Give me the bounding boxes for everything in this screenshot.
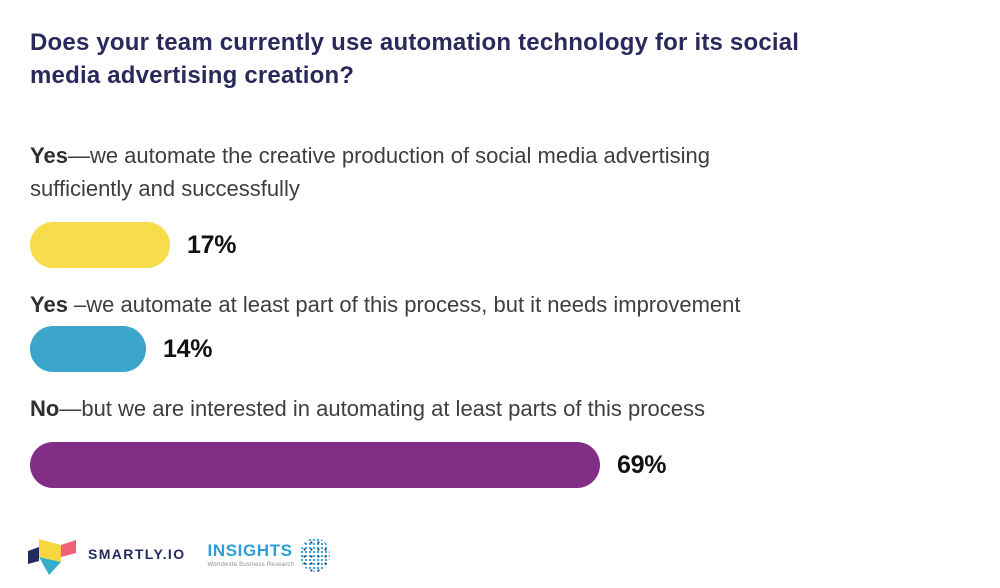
- page-title-line1: Does your team currently use automation …: [30, 29, 800, 56]
- footer: SMARTLY.IO INSIGHTS Worldwide Business R…: [28, 533, 331, 575]
- smartly-logo-icon: [28, 539, 76, 575]
- option-text: —but we are interested in automating at …: [59, 396, 705, 421]
- option-lead: No: [30, 396, 60, 421]
- bar-row-yes-partial: 14%: [30, 326, 212, 372]
- insights-logo-text: INSIGHTS: [207, 541, 293, 560]
- option-lead: Yes: [30, 292, 68, 317]
- option-label-yes-partial: Yes –we automate at least part of this p…: [30, 288, 741, 321]
- bar-yes-sufficient: [30, 222, 170, 268]
- value-label-yes-partial: 14%: [163, 334, 213, 363]
- option-text: –we automate at least part of this proce…: [67, 292, 741, 317]
- insights-logo-textblock: INSIGHTS Worldwide Business Research: [208, 542, 295, 568]
- page-title: Does your team currently use automation …: [30, 26, 799, 92]
- bar-row-yes-sufficient: 17%: [30, 222, 236, 268]
- bar-yes-partial: [30, 326, 146, 372]
- value-label-no-interested: 69%: [617, 450, 667, 479]
- value-label-yes-sufficient: 17%: [187, 230, 237, 259]
- bar-no-interested: [30, 442, 600, 488]
- insights-logo-subtitle: Worldwide Business Research: [207, 562, 295, 568]
- globe-icon: [300, 538, 331, 572]
- smartly-logo-text: SMARTLY.IO: [88, 546, 186, 562]
- smartly-logo: SMARTLY.IO: [28, 533, 186, 575]
- insights-logo: INSIGHTS Worldwide Business Research: [208, 536, 331, 572]
- option-text: —we automate the creative production of …: [67, 143, 710, 168]
- page-title-line2: media advertising creation?: [30, 62, 355, 89]
- option-text-line2: sufficiently and successfully: [30, 176, 300, 201]
- bar-row-no-interested: 69%: [30, 442, 666, 488]
- option-label-no-interested: No—but we are interested in automating a…: [30, 392, 705, 425]
- option-lead: Yes: [30, 143, 68, 168]
- option-label-yes-sufficient: Yes—we automate the creative production …: [30, 139, 710, 205]
